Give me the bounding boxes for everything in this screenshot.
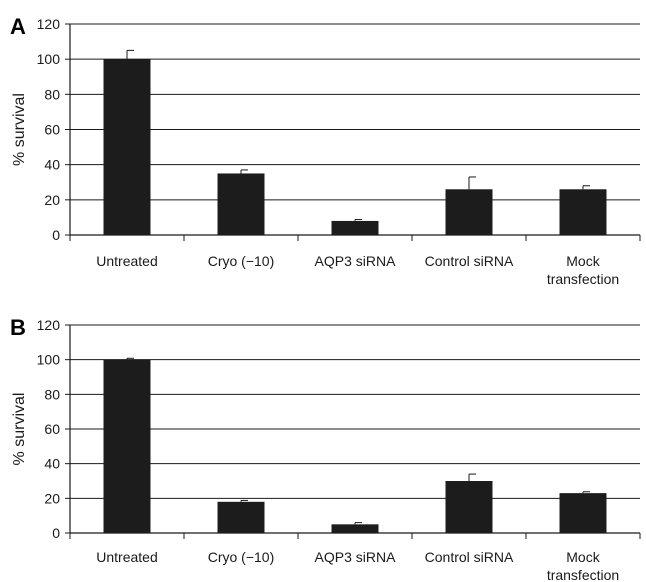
panel-label: B [10, 315, 26, 340]
y-axis-label: % survival [11, 393, 28, 466]
category-label: AQP3 siRNA [315, 549, 397, 565]
y-tick-label: 20 [44, 192, 60, 208]
bar [331, 220, 379, 235]
bar [217, 501, 265, 533]
y-tick-label: 120 [37, 317, 61, 333]
y-tick-label: 60 [44, 122, 60, 138]
bar [445, 481, 493, 533]
bar [217, 173, 265, 235]
category-label: Untreated [96, 253, 157, 269]
category-label: AQP3 siRNA [315, 253, 397, 269]
category-label: Control siRNA [425, 549, 514, 565]
y-axis-label: % survival [11, 93, 28, 166]
category-label: Mock [566, 253, 600, 269]
category-label: Cryo (−10) [208, 253, 275, 269]
bar [103, 359, 151, 533]
bar [445, 189, 493, 235]
bar [331, 524, 379, 533]
y-tick-label: 80 [44, 386, 60, 402]
y-tick-label: 40 [44, 456, 60, 472]
y-tick-label: 20 [44, 490, 60, 506]
y-tick-label: 0 [52, 227, 60, 243]
y-tick-label: 80 [44, 86, 60, 102]
panel-b-chart: 0 20 40 60 80 100 120 Untreated Cryo (−10) AQP3 s… [10, 315, 641, 582]
panel-label: A [10, 14, 26, 39]
category-label: transfection [547, 567, 619, 582]
category-label: Cryo (−10) [208, 549, 275, 565]
category-label: Untreated [96, 549, 157, 565]
category-label: Mock [566, 549, 600, 565]
y-tick-label: 100 [37, 51, 61, 67]
bar [559, 493, 607, 533]
y-tick-label: 120 [37, 16, 61, 32]
bar [103, 59, 151, 235]
category-label: Control siRNA [425, 253, 514, 269]
y-tick-label: 100 [37, 352, 61, 368]
category-label: transfection [547, 271, 619, 287]
panel-a-chart: 0 20 40 60 80 100 120 Untreated Cryo (−10) AQP3 s… [10, 14, 641, 287]
y-tick-label: 0 [52, 525, 60, 541]
y-tick-label: 60 [44, 421, 60, 437]
bar [559, 189, 607, 235]
y-tick-label: 40 [44, 157, 60, 173]
